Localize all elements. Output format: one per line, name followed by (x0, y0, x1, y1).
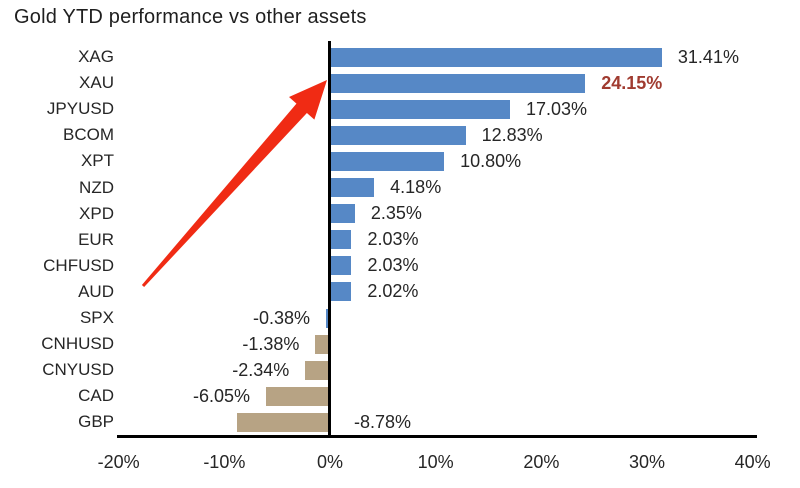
bar-nzd (330, 178, 375, 198)
bar-eur (330, 230, 352, 250)
category-label-bcom: BCOM (63, 125, 114, 145)
category-label-nzd: NZD (79, 177, 114, 197)
x-tick-neg10pct: -10% (203, 452, 246, 472)
value-label-eur: 2.03% (367, 229, 419, 250)
category-label-jpyusd: JPYUSD (46, 99, 114, 119)
value-label-xag: 31.41% (677, 46, 739, 67)
bar-cad (266, 386, 330, 406)
bar-chfusd (330, 256, 352, 276)
x-axis-line (117, 435, 757, 438)
x-tick-40pct: 40% (734, 452, 771, 472)
value-label-chfusd: 2.03% (367, 255, 419, 276)
x-tick-30pct: 30% (628, 452, 666, 472)
category-label-xpd: XPD (79, 203, 114, 223)
category-label-xpt: XPT (80, 151, 114, 171)
value-label-cnhusd: -1.38% (242, 333, 300, 354)
bar-aud (330, 282, 352, 302)
value-label-xau: 24.15% (601, 72, 663, 93)
value-label-aud: 2.02% (367, 281, 419, 302)
value-label-cad: -6.05% (193, 385, 251, 406)
bar-xpd (330, 204, 355, 224)
category-label-chfusd: CHFUSD (43, 255, 114, 275)
category-label-gbp: GBP (78, 412, 114, 432)
category-label-spx: SPX (79, 308, 114, 327)
category-label-aud: AUD (78, 281, 114, 301)
bar-cnyusd (305, 360, 330, 380)
bar-spx (325, 308, 330, 328)
bar-jpyusd (330, 99, 510, 119)
category-label-cad: CAD (78, 386, 114, 406)
category-label-eur: EUR (78, 229, 114, 249)
x-tick-neg20pct: -20% (97, 452, 140, 472)
bar-gbp (237, 412, 330, 432)
category-label-xau: XAU (79, 73, 114, 93)
value-label-gbp: -8.78% (354, 411, 412, 432)
x-tick-20pct: 20% (523, 452, 560, 472)
category-label-cnhusd: CNHUSD (41, 334, 114, 354)
category-label-cnyusd: CNYUSD (42, 360, 114, 380)
value-label-nzd: 4.18% (390, 177, 442, 198)
bar-bcom (330, 125, 466, 145)
value-label-spx: -0.38% (252, 307, 310, 328)
category-label-xag: XAG (78, 47, 114, 66)
x-tick-10pct: 10% (417, 452, 454, 472)
chart-title: Gold YTD performance vs other assets (14, 6, 367, 28)
x-tick-0pct: 0% (316, 452, 344, 472)
value-label-cnyusd: -2.34% (232, 359, 290, 380)
bar-xau (330, 73, 586, 93)
value-label-bcom: 12.83% (481, 124, 543, 145)
bar-cnhusd (315, 334, 330, 354)
bar-xag (330, 47, 662, 67)
value-label-xpd: 2.35% (370, 203, 422, 224)
value-label-xpt: 10.80% (460, 150, 522, 171)
zero-axis-line (328, 41, 331, 438)
value-label-jpyusd: 17.03% (525, 98, 588, 119)
bar-xpt (330, 151, 445, 171)
